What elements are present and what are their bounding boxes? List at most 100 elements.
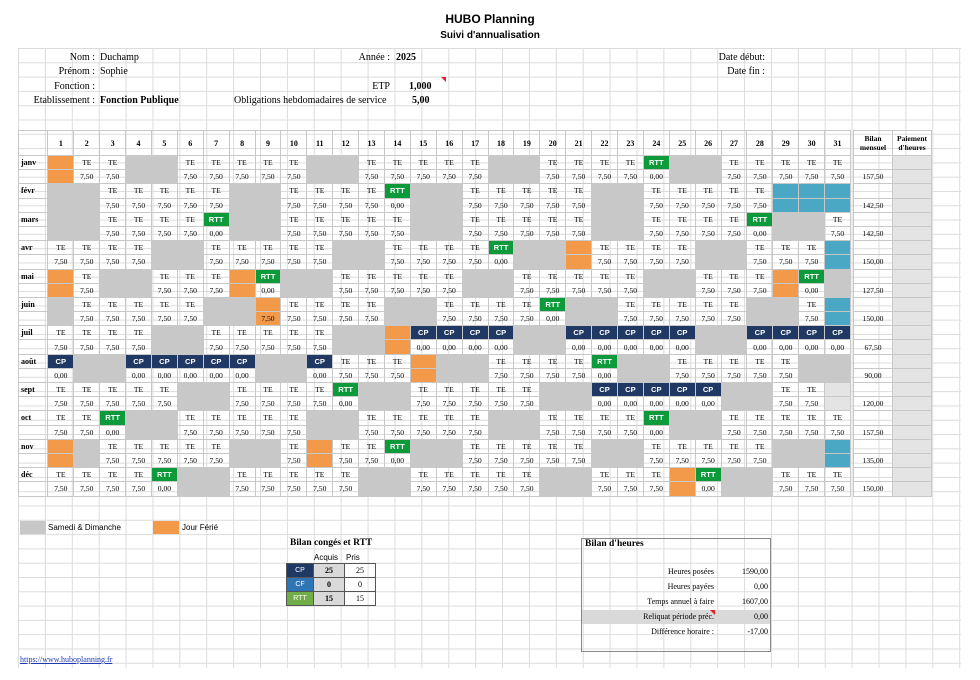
- day-code-cell[interactable]: [306, 268, 334, 284]
- website-link[interactable]: https://www.huboplanning.fr: [20, 655, 113, 664]
- day-code-cell[interactable]: [202, 381, 230, 398]
- day-code-cell[interactable]: [176, 240, 204, 256]
- day-code-cell[interactable]: [824, 183, 851, 199]
- day-code-cell[interactable]: RTT: [746, 211, 774, 227]
- day-code-cell[interactable]: [150, 410, 178, 426]
- day-code-cell[interactable]: [176, 381, 204, 398]
- day-code-cell[interactable]: TE: [435, 296, 463, 313]
- day-code-cell[interactable]: TE: [694, 296, 722, 313]
- day-code-cell[interactable]: TE: [254, 325, 282, 341]
- day-code-cell[interactable]: TE: [513, 467, 541, 483]
- day-code-cell[interactable]: [487, 410, 515, 426]
- day-code-cell[interactable]: TE: [798, 467, 826, 483]
- paiement-value[interactable]: [892, 254, 932, 270]
- day-code-cell[interactable]: CP: [47, 353, 75, 369]
- paiement-cell[interactable]: [892, 381, 932, 398]
- day-code-cell[interactable]: TE: [150, 183, 178, 199]
- day-code-cell[interactable]: CP: [694, 381, 722, 398]
- day-code-cell[interactable]: [565, 381, 593, 398]
- day-code-cell[interactable]: TE: [47, 410, 75, 426]
- day-code-cell[interactable]: TE: [513, 268, 541, 284]
- day-code-cell[interactable]: [254, 438, 282, 454]
- day-code-cell[interactable]: TE: [99, 183, 127, 199]
- day-code-cell[interactable]: [383, 325, 411, 341]
- paiement-cell[interactable]: [892, 154, 932, 171]
- day-code-cell[interactable]: TE: [73, 268, 101, 284]
- day-code-cell[interactable]: TE: [176, 268, 204, 284]
- day-code-cell[interactable]: TE: [125, 183, 152, 199]
- day-code-cell[interactable]: TE: [332, 183, 360, 199]
- day-code-cell[interactable]: [306, 410, 334, 426]
- day-code-cell[interactable]: TE: [668, 240, 696, 256]
- day-code-cell[interactable]: TE: [616, 467, 644, 483]
- day-code-cell[interactable]: TE: [720, 211, 748, 227]
- day-code-cell[interactable]: CP: [616, 325, 644, 341]
- day-code-cell[interactable]: TE: [642, 211, 670, 227]
- day-code-cell[interactable]: TE: [332, 268, 360, 284]
- day-code-cell[interactable]: [616, 211, 644, 227]
- day-code-cell[interactable]: RTT: [99, 410, 127, 426]
- day-code-cell[interactable]: TE: [228, 154, 256, 171]
- day-code-cell[interactable]: TE: [539, 154, 567, 171]
- day-code-cell[interactable]: TE: [642, 240, 670, 256]
- day-code-cell[interactable]: [125, 154, 152, 171]
- day-code-cell[interactable]: [565, 296, 593, 313]
- day-code-cell[interactable]: [591, 183, 618, 199]
- day-code-cell[interactable]: TE: [513, 381, 541, 398]
- day-code-cell[interactable]: TE: [306, 211, 334, 227]
- day-code-cell[interactable]: TE: [409, 381, 437, 398]
- day-code-cell[interactable]: TE: [616, 240, 644, 256]
- day-code-cell[interactable]: [824, 438, 851, 454]
- day-code-cell[interactable]: [772, 438, 800, 454]
- day-code-cell[interactable]: TE: [73, 410, 101, 426]
- day-code-cell[interactable]: [47, 211, 75, 227]
- day-code-cell[interactable]: CP: [772, 325, 800, 341]
- day-code-cell[interactable]: TE: [435, 240, 463, 256]
- day-code-cell[interactable]: RTT: [798, 268, 826, 284]
- paiement-value[interactable]: [892, 282, 932, 298]
- day-code-cell[interactable]: TE: [383, 154, 411, 171]
- day-code-cell[interactable]: CP: [591, 325, 618, 341]
- day-code-cell[interactable]: TE: [694, 211, 722, 227]
- day-code-cell[interactable]: TE: [409, 240, 437, 256]
- day-code-cell[interactable]: [254, 296, 282, 313]
- day-code-cell[interactable]: TE: [202, 268, 230, 284]
- day-code-cell[interactable]: [616, 183, 644, 199]
- day-code-cell[interactable]: [461, 353, 489, 369]
- day-code-cell[interactable]: [694, 410, 722, 426]
- day-code-cell[interactable]: TE: [47, 467, 75, 483]
- day-code-cell[interactable]: TE: [254, 467, 282, 483]
- day-code-cell[interactable]: RTT: [383, 438, 411, 454]
- day-code-cell[interactable]: TE: [306, 183, 334, 199]
- day-code-cell[interactable]: TE: [409, 467, 437, 483]
- day-code-cell[interactable]: [513, 154, 541, 171]
- day-code-cell[interactable]: TE: [73, 325, 101, 341]
- day-code-cell[interactable]: RTT: [539, 296, 567, 313]
- day-code-cell[interactable]: CP: [616, 381, 644, 398]
- day-code-cell[interactable]: [254, 353, 282, 369]
- day-code-cell[interactable]: [746, 467, 774, 483]
- paiement-cell[interactable]: [892, 240, 932, 256]
- day-code-cell[interactable]: TE: [487, 353, 515, 369]
- day-code-cell[interactable]: TE: [306, 467, 334, 483]
- day-code-cell[interactable]: [642, 353, 670, 369]
- day-code-cell[interactable]: [358, 325, 385, 341]
- etp-value[interactable]: 1,000: [409, 81, 432, 92]
- paiement-cell[interactable]: [892, 353, 932, 369]
- day-code-cell[interactable]: [565, 467, 593, 483]
- day-code-cell[interactable]: CP: [176, 353, 204, 369]
- day-code-cell[interactable]: TE: [487, 467, 515, 483]
- day-code-cell[interactable]: TE: [616, 154, 644, 171]
- day-code-cell[interactable]: TE: [565, 211, 593, 227]
- day-code-cell[interactable]: CP: [798, 325, 826, 341]
- day-code-cell[interactable]: [358, 467, 385, 483]
- day-code-cell[interactable]: TE: [125, 325, 152, 341]
- day-code-cell[interactable]: TE: [798, 296, 826, 313]
- day-code-cell[interactable]: TE: [461, 467, 489, 483]
- day-code-cell[interactable]: [409, 183, 437, 199]
- day-code-cell[interactable]: [409, 438, 437, 454]
- day-code-cell[interactable]: RTT: [383, 183, 411, 199]
- day-code-cell[interactable]: TE: [746, 410, 774, 426]
- day-code-cell[interactable]: TE: [202, 154, 230, 171]
- day-code-cell[interactable]: [306, 438, 334, 454]
